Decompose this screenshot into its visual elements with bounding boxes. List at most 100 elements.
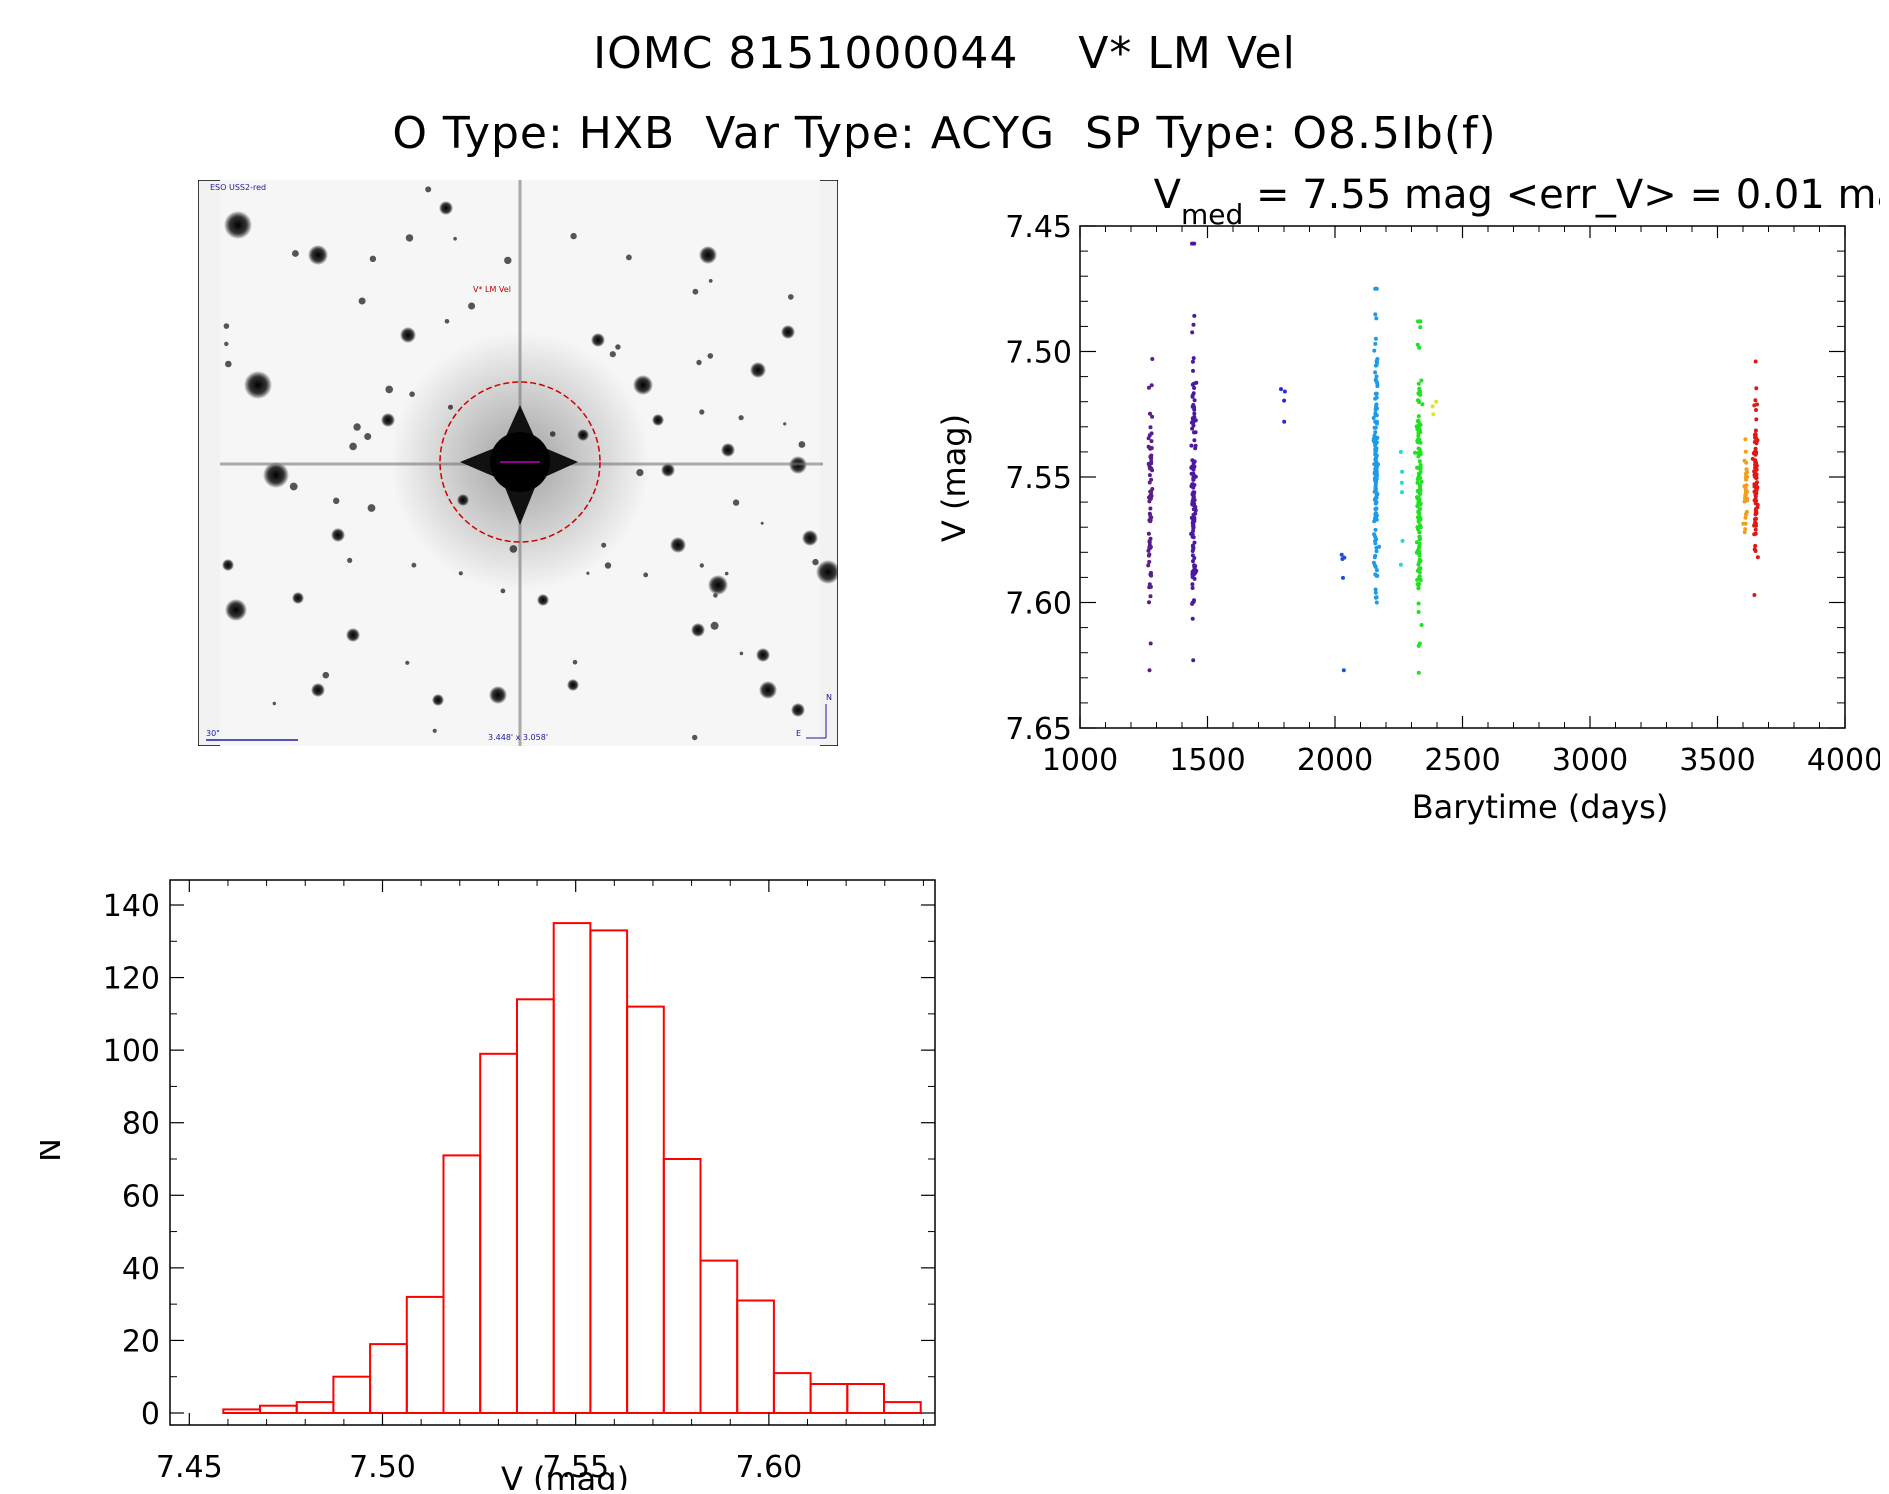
light-curve-point [1149,431,1154,436]
light-curve-point [1146,553,1151,558]
light-curve-point [1190,382,1195,387]
light-curve-point [1190,575,1195,579]
light-curve-point [1416,670,1421,675]
light-curve-point [1400,490,1404,495]
faint-star [364,433,372,440]
y-tick-label: 100 [103,1034,160,1069]
light-curve-point [1744,474,1749,479]
light-curve-series [1279,387,1287,424]
field-star [311,683,325,697]
light-curve-point [1420,402,1425,407]
field-star [816,560,838,584]
light-curve-point [1744,460,1749,465]
light-curve-point [1191,523,1195,528]
faint-star [432,728,437,733]
faint-star [692,288,699,295]
light-curve-point [1373,590,1378,595]
light-curve-point [1191,403,1196,407]
light-curve-point [1192,498,1197,503]
histogram-chart: 7.45 7.50 7.55 7.60 0 20 40 60 80 100 120 140 V (ma… [40,879,936,1490]
light-curve-point [1753,434,1758,439]
light-curve-point [1418,325,1423,330]
y-tick-label: 0 [141,1397,160,1432]
light-curve-point [1147,473,1152,478]
light-curve-point [1374,573,1379,578]
light-curve-point [1149,493,1154,498]
histogram-bar [662,1158,702,1414]
faint-star [405,660,410,665]
light-curve-point [1417,534,1422,539]
field-star [439,201,453,215]
light-curve-point [1754,408,1758,412]
faint-star [453,236,457,241]
light-curve-point [1417,575,1422,579]
light-curve-point [1374,568,1379,573]
faint-star [223,323,230,329]
light-curve-point [1417,465,1422,470]
faint-star [609,351,616,358]
light-curve-point [1419,378,1424,383]
light-curve-point [1415,480,1420,485]
title-line-2: O Type: HXB Var Type: ACYG SP Type: O8.5… [392,108,1497,159]
x-tick-label: 3500 [1679,743,1755,778]
light-curve-point [1282,398,1287,403]
light-curve-point [1754,441,1759,446]
light-curve-point [1753,398,1758,403]
field-star [699,246,717,264]
field-star [781,325,795,339]
light-curve-point [1373,370,1378,375]
light-curve-point [1434,399,1439,404]
faint-star [696,359,702,366]
aperture-circle [439,381,601,543]
light-curve-point [1190,330,1195,335]
histogram-bar [552,922,592,1414]
x-tick-label: 7.55 [542,1450,609,1485]
histogram-bar [626,1005,665,1414]
light-curve-point [1194,380,1199,385]
fov-label: 3.448' x 3.058' [488,733,548,742]
light-curve-point [1192,398,1197,403]
light-curve-point [1753,507,1758,512]
light-curve-point [1192,411,1197,416]
light-curve-point [1341,668,1346,673]
light-curve-point [1375,384,1380,389]
field-star [308,245,328,265]
y-tick-label: 7.55 [1005,461,1072,496]
y-tick-label: 20 [122,1324,160,1359]
histogram-bar [405,1295,445,1414]
y-tick-label: 80 [122,1107,160,1142]
compass-e-label: E [796,729,801,738]
light-curve-point [1743,490,1748,495]
faint-star [225,360,232,368]
light-curve-point [1373,435,1378,440]
light-curve-point [1417,530,1422,535]
light-curve-point [1193,430,1198,435]
light-curve-point [1417,427,1422,432]
light-curve-point [1417,507,1422,512]
faint-star [760,521,764,525]
light-curve-point [1147,499,1152,504]
histogram-bar [883,1401,922,1414]
light-curve-point [1755,480,1759,485]
light-curve-point [1753,527,1758,532]
light-curve-point [1744,512,1749,517]
light-curve-point [1374,395,1379,400]
light-curve-point [1149,490,1154,495]
light-curve-point [1400,469,1405,474]
light-curve-point [1416,610,1421,614]
light-curve-point [1191,658,1196,663]
faint-star [699,563,704,568]
histogram-bar [332,1375,372,1415]
histogram-ylabel: N [40,1138,68,1162]
light-curve-point [1374,316,1379,321]
light-curve-point [1150,468,1155,473]
light-curve-series [1750,359,1760,597]
light-curve-point [1192,438,1197,443]
light-curve-point [1374,359,1379,363]
x-tick-label: 2000 [1297,743,1373,778]
light-curve-point [1416,399,1421,404]
light-curve-point [1150,357,1155,361]
light-curve-point [1191,475,1196,480]
title-v: V [1154,172,1182,218]
faint-star [385,385,393,394]
